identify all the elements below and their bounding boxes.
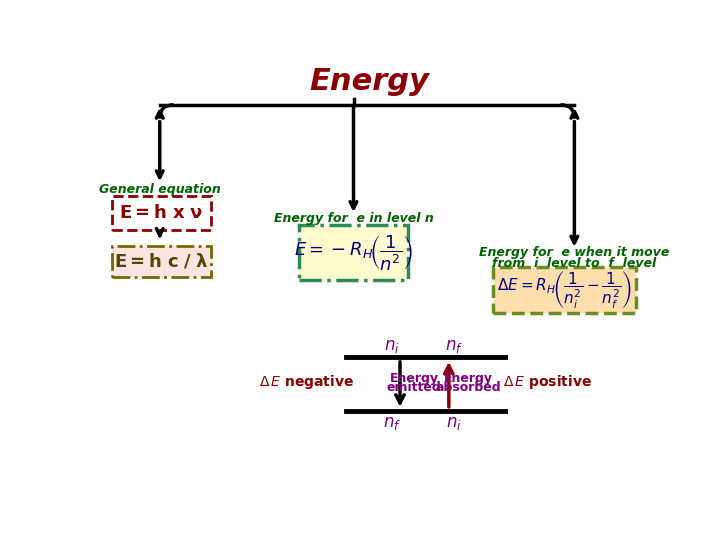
Text: Energy for  e in level n: Energy for e in level n (274, 212, 433, 225)
FancyBboxPatch shape (112, 246, 211, 276)
Text: $\Delta\,E$ negative: $\Delta\,E$ negative (259, 373, 354, 391)
FancyBboxPatch shape (300, 225, 408, 280)
Text: General equation: General equation (99, 183, 220, 196)
FancyBboxPatch shape (493, 267, 636, 313)
Text: $n_f$: $n_f$ (445, 337, 463, 355)
Text: $E = -R_H\!\left(\dfrac{1}{n^2}\right)$: $E = -R_H\!\left(\dfrac{1}{n^2}\right)$ (294, 233, 413, 272)
Text: Energy: Energy (444, 372, 492, 384)
Text: from  i  level to  f  level: from i level to f level (492, 257, 657, 270)
FancyBboxPatch shape (112, 195, 211, 231)
Text: $\mathbf{E= h\ c\ /\ \lambda}$: $\mathbf{E= h\ c\ /\ \lambda}$ (114, 252, 209, 271)
Text: emitted: emitted (387, 381, 441, 394)
Text: $\Delta\,E$ positive: $\Delta\,E$ positive (503, 373, 592, 391)
Text: $\mathbf{E = h\ x\ \nu}$: $\mathbf{E = h\ x\ \nu}$ (120, 204, 203, 222)
Text: Energy for  e when it move: Energy for e when it move (480, 246, 670, 259)
Text: $n_f$: $n_f$ (383, 414, 401, 432)
Text: Energy: Energy (390, 372, 438, 384)
Text: $n_i$: $n_i$ (446, 414, 462, 432)
Text: $n_i$: $n_i$ (384, 337, 400, 355)
Text: absorbed: absorbed (436, 381, 501, 394)
Text: $\Delta E = R_H\!\left(\dfrac{1}{n_i^2} - \dfrac{1}{n_f^2}\right)$: $\Delta E = R_H\!\left(\dfrac{1}{n_i^2} … (498, 269, 632, 310)
Text: Energy: Energy (309, 68, 429, 96)
